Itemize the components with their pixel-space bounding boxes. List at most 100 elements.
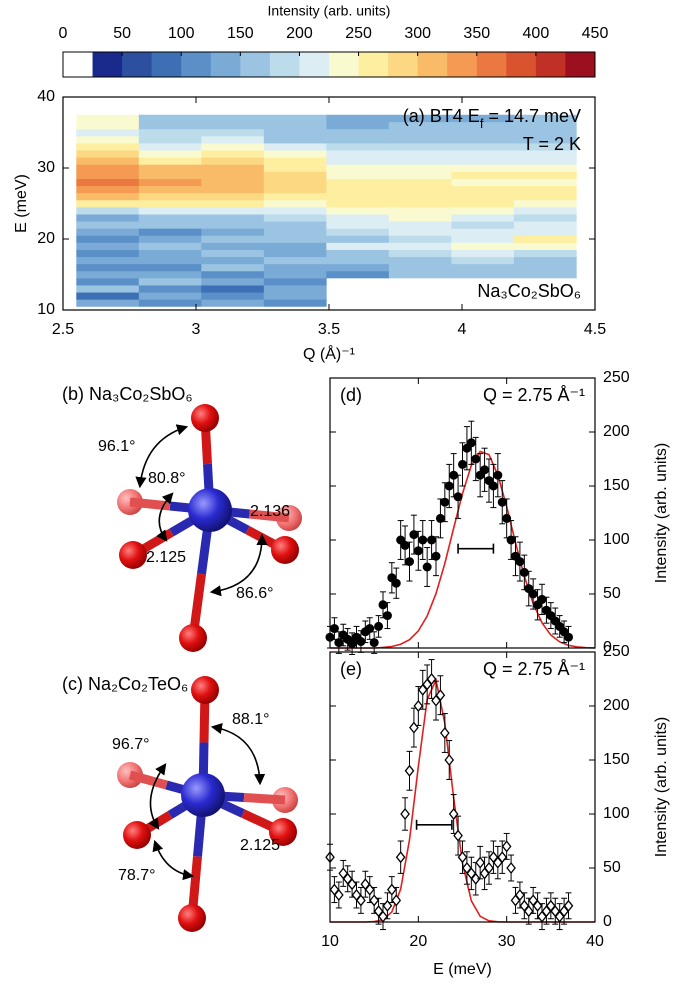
heatmap-cell [138,207,202,215]
data-point [391,578,401,588]
heatmap-cell [388,221,452,229]
colorbar-tick-label: 100 [168,25,195,42]
data-point [382,899,393,912]
colorbar-tick-label: 400 [523,25,550,42]
plot-frame [329,377,596,649]
heatmap-cell [76,207,140,215]
heatmap-cell [263,292,327,300]
heatmap-cell [76,256,140,265]
data-point [404,764,415,777]
heatmap-cell [201,242,265,250]
data-point [374,621,384,631]
y-axis-label: E (meV) [13,174,30,233]
data-point [329,624,339,634]
data-point [470,872,481,885]
title-part: (a) BT4 E [403,106,480,126]
heatmap-cell [388,256,452,265]
x-tick-label: 40 [586,933,604,950]
angle-label: 96.7° [112,736,150,753]
heatmap-cell [138,157,202,165]
heatmap-cell [451,164,515,172]
colorbar-swatch [476,52,507,77]
colorbar-swatch [92,52,123,77]
heatmap-cell [201,228,265,236]
y-tick-label: 100 [603,805,630,822]
heatmap-cell [76,150,140,158]
heatmap-cell [201,157,265,165]
data-point [382,611,392,621]
heatmap-cell [513,114,577,123]
heatmap-cell [76,121,140,130]
y-tick-label: 100 [603,531,630,548]
heatmap-cell [513,121,577,130]
heatmap-cell [76,292,140,300]
heatmap-cell [138,192,202,201]
data-point [466,438,476,448]
heatmap-cell [263,143,327,151]
colorbar-label: Intensity (arb. units) [268,3,391,19]
y-axis-label: Intensity (arb. units) [653,717,670,858]
heatmap-cell [388,235,452,243]
data-point [493,470,503,480]
heatmap-cell [326,214,390,222]
heatmap-cell [138,235,202,243]
heatmap-cell [513,214,577,222]
data-point [444,753,455,767]
title-part: f [480,116,484,131]
heatmap-cell [138,150,202,158]
heatmap-cell [513,171,577,179]
heatmap-cell [451,114,515,123]
y-tick-label: 150 [603,751,630,768]
x-tick-label: 10 [321,933,339,950]
heatmap-cell [201,214,265,222]
colorbar-swatch [210,52,241,77]
octahedron-c [117,676,298,932]
annotation: Q = 2.75 Å⁻¹ [483,659,585,679]
heatmap-cell [201,121,265,130]
colorbar-swatch [122,52,152,77]
heatmap-cell [513,263,577,272]
heatmap-cell [326,221,390,229]
heatmap-cell [76,235,140,243]
heatmap-cell [263,192,327,201]
diagram-label: (c) Na₂Co₂TeO₆ [62,674,188,694]
x-axis-label: Q (Å)⁻¹ [303,344,355,363]
heatmap-cell [263,278,327,286]
colorbar-tick-label: 300 [404,25,431,42]
heatmap-cell [263,121,327,130]
colorbar-swatch [388,52,418,77]
heatmap-cell [263,178,327,187]
heatmap-cell [326,164,390,172]
heatmap-cell [451,192,515,201]
heatmap-cell [513,270,577,279]
data-point [440,726,450,740]
colorbar-swatch [417,52,448,77]
heatmap-cell [76,178,140,187]
heatmap-cell [513,128,577,137]
colorbar-swatch [329,52,359,77]
colorbar-swatch [535,52,566,77]
heatmap-cell [263,157,327,165]
heatmap-cell [263,270,327,279]
data-point [369,638,379,648]
heatmap-cell [76,263,140,272]
heatmap-cell [201,171,265,179]
colorbar-tick-label: 150 [227,25,254,42]
heatmap-cell [201,263,265,272]
data-point [422,562,432,572]
heatmap-cell [388,185,452,194]
data-point [506,861,516,875]
heatmap-cell [326,228,390,236]
colorbar-swatch [447,52,478,77]
octahedron-b [117,404,302,652]
colorbar-swatch [269,52,300,77]
heatmap-cell [138,128,202,137]
heatmap-cell [201,178,265,187]
data-point [475,856,485,869]
heatmap-cell [326,121,390,130]
heatmap-cell [388,207,452,215]
heatmap-cell [326,185,390,194]
heatmap-cell [326,143,390,151]
colorbar-swatch [240,52,271,77]
diagram-label: (b) Na₃Co₂SbO₆ [62,384,193,404]
